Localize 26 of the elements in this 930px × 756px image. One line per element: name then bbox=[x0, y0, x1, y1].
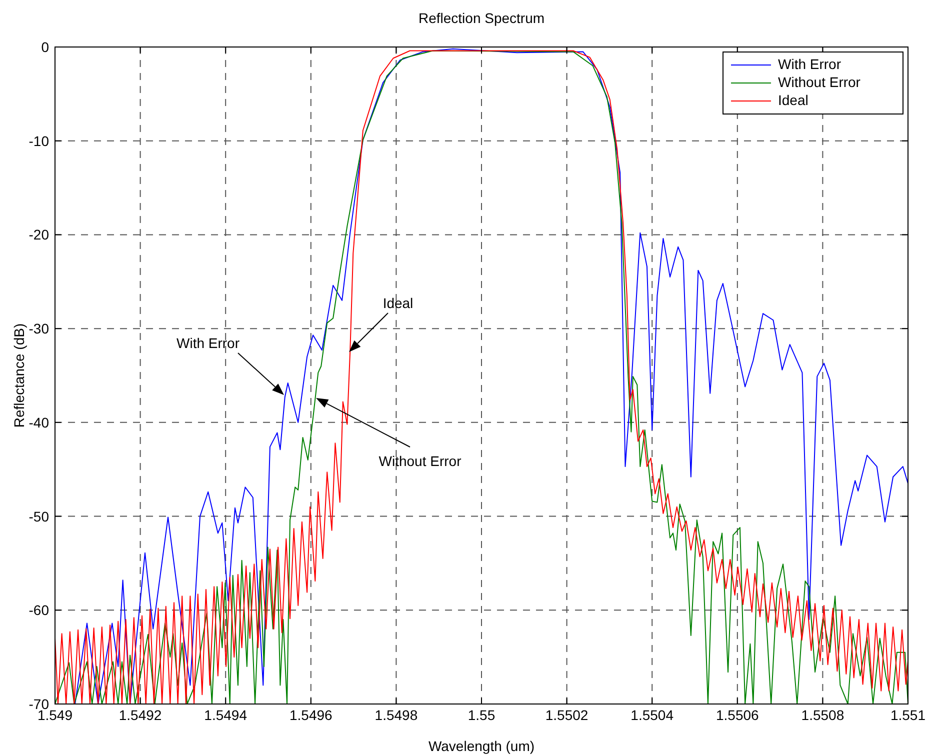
x-tick-label: 1.5502 bbox=[545, 707, 588, 723]
legend-label: Ideal bbox=[778, 92, 808, 108]
y-tick-label: 0 bbox=[41, 39, 50, 55]
y-tick-label: -50 bbox=[28, 508, 50, 524]
legend-label: Without Error bbox=[778, 74, 861, 90]
x-axis-title: Wavelength (um) bbox=[428, 738, 535, 754]
x-tick-label: 1.5508 bbox=[801, 707, 844, 723]
x-tick-label: 1.551 bbox=[890, 707, 926, 723]
y-tick-label: -10 bbox=[28, 132, 50, 149]
x-tick-label: 1.5496 bbox=[289, 707, 333, 723]
annotation: With Error bbox=[176, 335, 240, 351]
y-axis-title: Reflectance (dB) bbox=[11, 323, 27, 428]
legend-label: With Error bbox=[778, 56, 842, 72]
y-tick-label: -40 bbox=[28, 414, 50, 430]
annotation: Ideal bbox=[382, 295, 414, 311]
chart-title: Reflection Spectrum bbox=[418, 10, 545, 26]
x-tick-label: 1.5498 bbox=[374, 707, 418, 723]
x-tick-label: 1.5492 bbox=[118, 707, 162, 723]
x-tick-label: 1.55 bbox=[468, 707, 496, 723]
x-tick-label: 1.5506 bbox=[716, 707, 760, 723]
x-tick-label: 1.5494 bbox=[204, 707, 248, 723]
x-tick-label: 1.5504 bbox=[630, 707, 674, 723]
y-tick-label: -20 bbox=[28, 226, 50, 243]
y-tick-label: -60 bbox=[28, 602, 50, 618]
annotation: Without Error bbox=[378, 453, 462, 469]
y-tick-label: -30 bbox=[28, 320, 50, 337]
